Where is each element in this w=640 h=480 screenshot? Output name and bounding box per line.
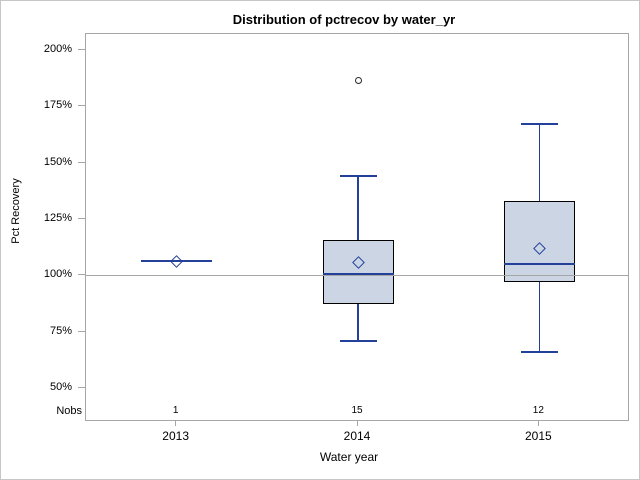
y-tick-mark <box>78 387 85 389</box>
x-tick-mark <box>356 421 358 426</box>
x-tick-mark <box>537 421 539 426</box>
whisker-line-lower <box>538 282 541 353</box>
y-tick-label: 150% <box>43 155 72 168</box>
plot-area <box>85 33 629 421</box>
y-tick-mark <box>78 161 85 163</box>
whisker-cap-lower <box>339 339 377 342</box>
nobs-value: 12 <box>532 405 544 416</box>
x-tick-mark <box>175 421 177 426</box>
median-line <box>503 263 575 266</box>
mean-diamond-icon <box>170 254 184 268</box>
box-rect <box>322 240 394 304</box>
reference-line <box>86 275 628 277</box>
whisker-line-upper <box>538 124 541 201</box>
y-tick-label: 200% <box>43 42 72 55</box>
y-tick-mark <box>78 330 85 332</box>
y-tick-label: 175% <box>43 99 72 112</box>
y-tick-label: 75% <box>49 324 72 337</box>
x-axis-title: Water year <box>319 450 379 464</box>
x-category-label: 2013 <box>162 429 189 443</box>
outlier-point <box>354 76 362 84</box>
whisker-cap-lower <box>520 351 558 354</box>
y-tick-mark <box>78 274 85 276</box>
nobs-value: 1 <box>172 405 179 416</box>
y-tick-mark <box>78 48 85 50</box>
whisker-line-lower <box>357 303 359 341</box>
y-tick-label: 125% <box>43 211 72 224</box>
whisker-cap-upper <box>339 175 377 178</box>
y-tick-label: 50% <box>49 381 72 394</box>
nobs-row-label: Nobs <box>56 405 82 417</box>
whisker-line-upper <box>357 176 359 241</box>
y-tick-label: 100% <box>43 268 72 281</box>
chart-title: Distribution of pctrecov by water_yr <box>232 12 456 27</box>
median-line <box>322 273 394 276</box>
y-tick-mark <box>78 105 85 107</box>
whisker-cap-upper <box>520 123 558 126</box>
x-category-label: 2015 <box>524 429 552 443</box>
y-tick-mark <box>78 217 85 219</box>
x-category-label: 2014 <box>343 429 371 443</box>
single-observation-line <box>141 260 213 263</box>
nobs-value: 15 <box>351 405 363 416</box>
box-rect <box>503 200 575 283</box>
